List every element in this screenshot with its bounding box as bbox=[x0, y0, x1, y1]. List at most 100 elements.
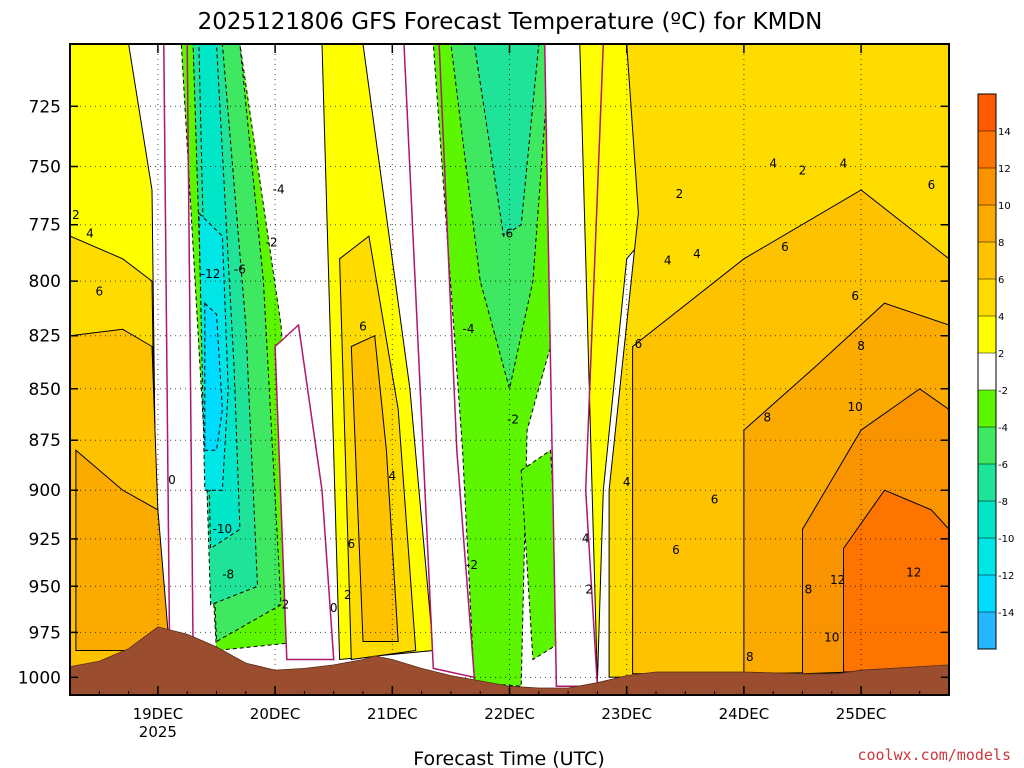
y-tick-label: 900 bbox=[29, 481, 61, 501]
contour-label: 8 bbox=[763, 410, 771, 424]
contour-label: 6 bbox=[851, 289, 859, 303]
contour-label: -8 bbox=[222, 568, 234, 582]
temperature-region bbox=[75, 449, 171, 651]
contour-label: 2 bbox=[799, 164, 807, 178]
temperature-region bbox=[350, 334, 399, 642]
contour-label: 4 bbox=[664, 254, 672, 268]
colorbar-tick-label: -14 bbox=[998, 608, 1014, 619]
contour-label: 8 bbox=[857, 339, 865, 353]
credit-text: coolwx.com/models bbox=[857, 746, 1011, 764]
colorbar-bin bbox=[978, 168, 996, 205]
contour-label: 10 bbox=[824, 630, 839, 644]
contour-label: -6 bbox=[234, 263, 246, 277]
contour-label: 4 bbox=[623, 475, 631, 489]
colorbar-tick-label: -2 bbox=[998, 386, 1008, 397]
contour-label: 2 bbox=[676, 187, 684, 201]
contour-label: -12 bbox=[201, 267, 221, 281]
contour-label: 6 bbox=[672, 543, 680, 557]
colorbar-bin bbox=[978, 316, 996, 353]
y-tick-label: 800 bbox=[29, 272, 61, 292]
contour-label: 0 bbox=[330, 601, 338, 615]
contour-label: 4 bbox=[388, 469, 396, 483]
colorbar-tick-label: 2 bbox=[998, 349, 1004, 360]
contour-label: 8 bbox=[805, 583, 813, 597]
y-tick-label: 1000 bbox=[18, 668, 61, 688]
colorbar-tick-label: 4 bbox=[998, 312, 1004, 323]
colorbar-bin bbox=[978, 427, 996, 464]
zero-contour-line bbox=[543, 44, 605, 687]
contour-label: 6 bbox=[781, 240, 789, 254]
x-tick-label: 21DEC bbox=[367, 705, 418, 723]
colorbar-tick-label: -6 bbox=[998, 460, 1008, 471]
x-tick-label: 20DEC bbox=[250, 705, 301, 723]
colorbar-bin bbox=[978, 464, 996, 501]
temperature-region bbox=[204, 302, 223, 451]
contour-label: 6 bbox=[95, 285, 103, 299]
colorbar-bin bbox=[978, 353, 996, 390]
colorbar-tick-label: -8 bbox=[998, 497, 1008, 508]
y-tick-label: 875 bbox=[29, 431, 61, 451]
grid-lines bbox=[70, 44, 949, 695]
contour-label: 2 bbox=[585, 583, 593, 597]
y-tick-label: 750 bbox=[29, 158, 61, 178]
contour-label: 6 bbox=[928, 178, 936, 192]
contour-label: 4 bbox=[582, 531, 590, 545]
y-tick-label: 725 bbox=[29, 97, 61, 117]
colorbar-bin bbox=[978, 242, 996, 279]
contour-label: 0 bbox=[168, 473, 176, 487]
colorbar: 14 12 10 8 6 4 2 -2 -4 -6 -8 -10 -12 -14 bbox=[977, 93, 1014, 650]
y-tick-label: 850 bbox=[29, 380, 61, 400]
contour-label: 2 bbox=[72, 208, 80, 222]
colorbar-bin bbox=[978, 575, 996, 612]
colorbar-tick-label: 8 bbox=[998, 238, 1004, 249]
zero-contour-line bbox=[274, 323, 335, 661]
colorbar-bin bbox=[978, 279, 996, 316]
colorbar-tick-label: 6 bbox=[998, 275, 1004, 286]
x-tick-label: 22DEC bbox=[484, 705, 535, 723]
colorbar-bin bbox=[978, 390, 996, 427]
contour-label: -6 bbox=[501, 226, 513, 240]
colorbar-bin bbox=[978, 131, 996, 168]
colorbar-frame bbox=[977, 93, 997, 650]
y-tick-label: 775 bbox=[29, 216, 61, 236]
contour-label: 4 bbox=[86, 226, 94, 240]
contour-label: 4 bbox=[840, 157, 848, 171]
y-tick-label: 975 bbox=[29, 623, 61, 643]
y-tick-label: 950 bbox=[29, 577, 61, 597]
contour-label: 6 bbox=[711, 493, 719, 507]
colorbar-tick-label: -4 bbox=[998, 423, 1008, 434]
y-tick-label: 825 bbox=[29, 327, 61, 347]
colorbar-tick-label: 14 bbox=[998, 127, 1011, 138]
contour-label: -2 bbox=[277, 597, 289, 611]
colorbar-bin bbox=[978, 612, 996, 649]
contour-label: -2 bbox=[466, 558, 478, 572]
temperature-regions bbox=[70, 44, 949, 687]
contour-label: 6 bbox=[635, 337, 643, 351]
x-tick-label: 25DEC bbox=[836, 705, 887, 723]
colorbar-bin bbox=[978, 94, 996, 131]
colorbar-bin bbox=[978, 205, 996, 242]
contour-label: 8 bbox=[746, 650, 754, 664]
contour-label: -4 bbox=[273, 183, 285, 197]
temperature-region bbox=[843, 489, 949, 673]
contour-label: 12 bbox=[906, 566, 921, 580]
colorbar-bin bbox=[978, 538, 996, 575]
contour-label: 10 bbox=[848, 400, 863, 414]
temperature-region bbox=[473, 44, 540, 237]
contour-label: 6 bbox=[347, 537, 355, 551]
terrain-surface bbox=[70, 626, 949, 695]
contour-label: 4 bbox=[693, 247, 701, 261]
contour-label: 2 bbox=[344, 588, 352, 602]
terrain bbox=[70, 626, 949, 695]
x-tick-year-label: 2025 bbox=[139, 723, 177, 741]
zero-contour-line bbox=[403, 44, 476, 679]
y-tick-label: 925 bbox=[29, 530, 61, 550]
colorbar-tick-label: -10 bbox=[998, 534, 1014, 545]
colorbar-tick-label: -12 bbox=[998, 571, 1014, 582]
x-axis-label: Forecast Time (UTC) bbox=[413, 748, 604, 768]
